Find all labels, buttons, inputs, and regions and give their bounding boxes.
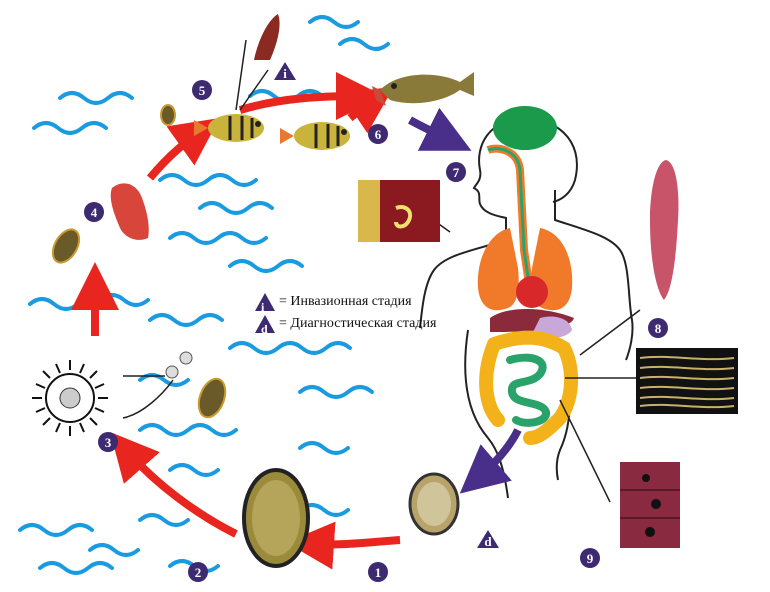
svg-text:1: 1 <box>375 565 382 580</box>
svg-text:6: 6 <box>375 127 382 142</box>
small-egg <box>165 365 179 379</box>
brain <box>493 106 557 150</box>
svg-text:d: d <box>484 534 492 549</box>
invasive-legend-icon: i <box>255 293 275 314</box>
perch-fish <box>194 114 264 142</box>
stage-badge-4: 4 <box>84 202 104 222</box>
stage-badge-8: 8 <box>648 318 668 338</box>
connector-lines <box>122 221 641 503</box>
svg-text:4: 4 <box>91 205 98 220</box>
svg-text:3: 3 <box>105 435 112 450</box>
copepod <box>51 104 227 419</box>
small-egg <box>179 351 193 365</box>
procercoid <box>110 183 149 240</box>
invasive-marker: i <box>274 62 296 81</box>
stage-badge-9: 9 <box>580 548 600 568</box>
scolex <box>650 160 679 300</box>
stage-badge-5: 5 <box>192 80 212 100</box>
small-intestine <box>506 353 550 427</box>
red-arrows <box>71 72 401 570</box>
diagnostic-legend-text: = Диагностическая стадия <box>279 316 437 331</box>
legend-row-invasive: i = Инвазионная стадия <box>255 291 436 314</box>
plerocercoid <box>254 14 280 60</box>
invasive-legend-text: = Инвазионная стадия <box>279 294 412 309</box>
heart <box>516 276 548 308</box>
stage-badge-6: 6 <box>368 124 388 144</box>
stage-badge-7: 7 <box>446 162 466 182</box>
stage-badge-2: 2 <box>188 562 208 582</box>
svg-text:2: 2 <box>195 565 202 580</box>
large-intestine <box>479 330 579 445</box>
coracidium <box>32 360 108 436</box>
proglottids <box>620 462 680 548</box>
svg-text:9: 9 <box>587 551 594 566</box>
diagnostic-legend-icon: d <box>255 315 275 336</box>
pike-fish <box>372 72 474 106</box>
svg-text:8: 8 <box>655 321 662 336</box>
stage-badge-3: 3 <box>98 432 118 452</box>
stage-badge-1: 1 <box>368 562 388 582</box>
svg-text:7: 7 <box>453 165 460 180</box>
stage-badges: 1 2 3 4 5 6 7 8 9 <box>84 80 668 582</box>
legend: i = Инвазионная стадия d = Диагностическ… <box>255 291 437 336</box>
lung-left <box>477 228 519 311</box>
water-waves <box>18 15 390 575</box>
diagnostic-marker: d <box>477 530 499 549</box>
purple-arrows <box>408 107 522 494</box>
perch-fish <box>280 122 350 150</box>
svg-text:i: i <box>283 66 287 81</box>
svg-text:5: 5 <box>199 83 206 98</box>
legend-row-diagnostic: d = Диагностическая стадия <box>255 313 437 336</box>
